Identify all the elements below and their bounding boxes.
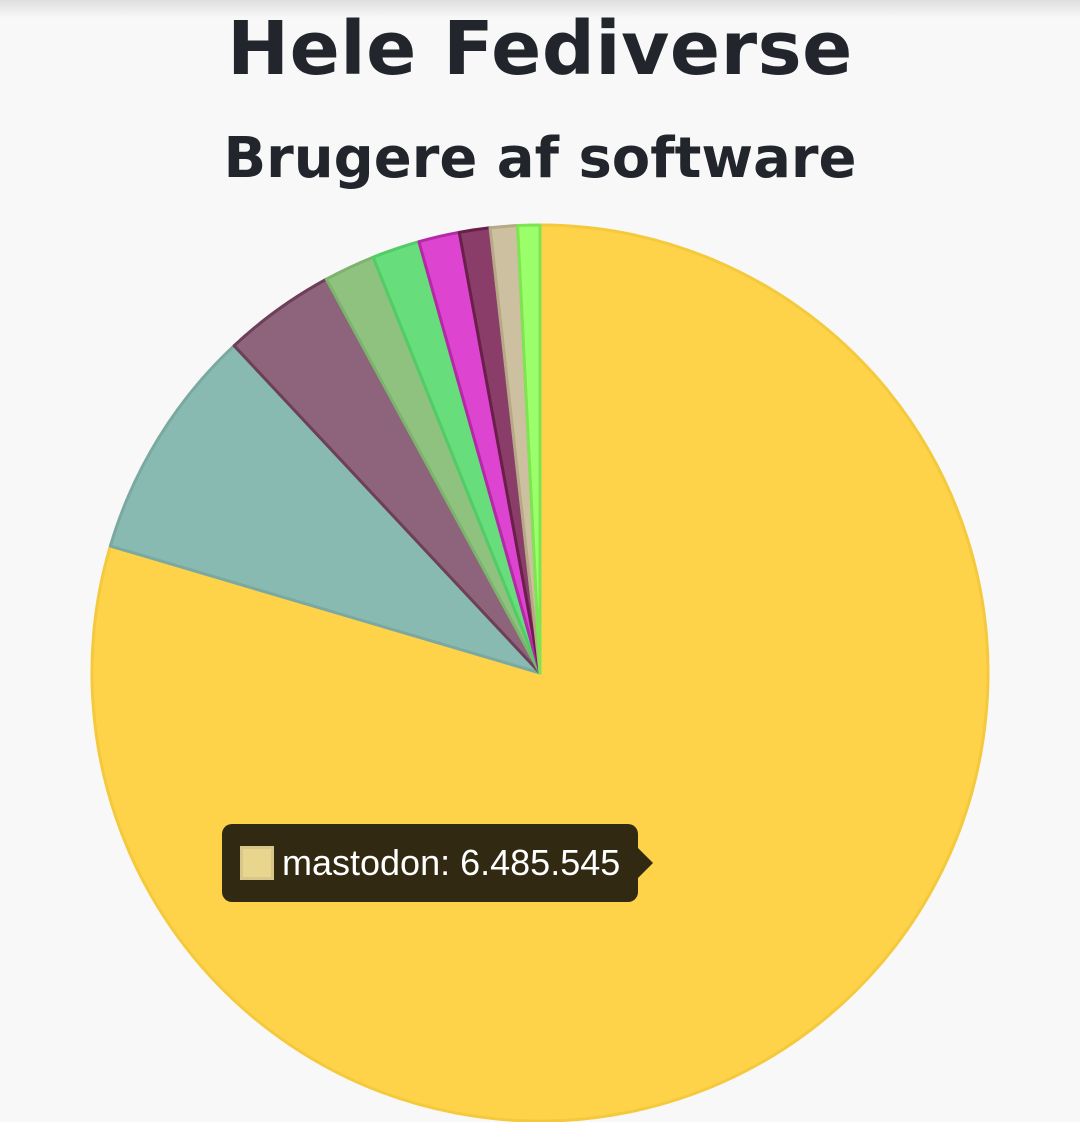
- pie-slice-2[interactable]: [108, 344, 542, 675]
- top-shadow: [0, 0, 1080, 18]
- page-title: Hele Fediverse: [227, 6, 853, 92]
- pie-slice-9[interactable]: [516, 223, 542, 675]
- chart-tooltip: mastodon: 6.485.545: [222, 824, 654, 902]
- tooltip-color-swatch: [240, 846, 274, 880]
- tooltip-label: mastodon: 6.485.545: [282, 842, 621, 883]
- chart-title: Brugere af software: [223, 126, 857, 191]
